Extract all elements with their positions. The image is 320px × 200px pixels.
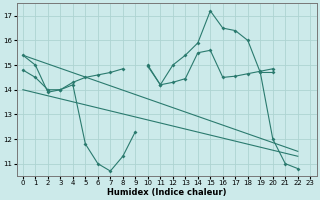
X-axis label: Humidex (Indice chaleur): Humidex (Indice chaleur): [107, 188, 226, 197]
